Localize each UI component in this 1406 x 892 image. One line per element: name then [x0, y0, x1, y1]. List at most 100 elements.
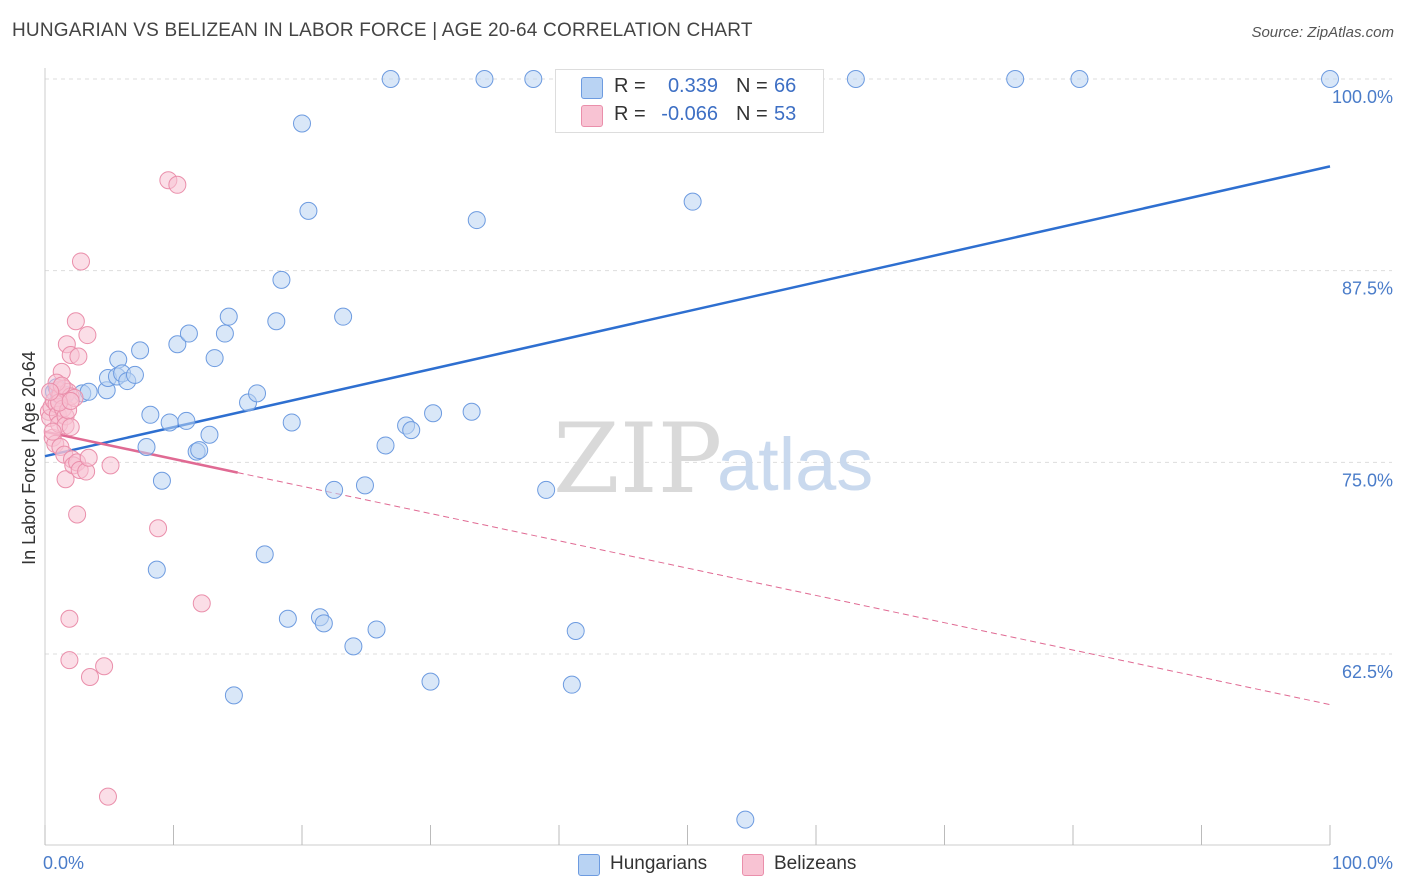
axis-layer: [44, 68, 1331, 846]
data-point-hungarians: [179, 324, 198, 343]
series-legend-label: Hungarians: [610, 853, 708, 874]
data-point-hungarians: [467, 211, 486, 230]
legend-r-label: R =: [614, 75, 646, 97]
series-legend-label: Belizeans: [774, 853, 857, 874]
data-point-belizeans: [60, 651, 79, 670]
data-point-belizeans: [61, 418, 80, 437]
data-point-hungarians: [177, 411, 196, 430]
data-point-hungarians: [381, 70, 400, 88]
chart-title: HUNGARIAN VS BELIZEAN IN LABOR FORCE | A…: [12, 20, 753, 41]
data-point-hungarians: [190, 441, 209, 460]
data-point-hungarians: [205, 349, 224, 368]
series-swatch-pink: [742, 854, 764, 876]
data-point-belizeans: [192, 594, 211, 613]
data-point-hungarians: [325, 480, 344, 499]
data-point-hungarians: [376, 436, 395, 455]
legend-n-label: N =: [736, 103, 768, 125]
data-point-hungarians: [278, 609, 297, 628]
data-point-belizeans: [43, 422, 62, 441]
stats-legend: R = 0.339 N = 66 R = -0.066 N = 53: [555, 69, 824, 133]
data-point-hungarians: [683, 192, 702, 211]
legend-n-label: N =: [736, 75, 768, 97]
data-point-belizeans: [101, 456, 120, 475]
legend-n-value: 66: [774, 75, 797, 97]
data-point-belizeans: [80, 668, 99, 686]
legend-swatch-pink: [581, 105, 603, 127]
data-point-belizeans: [149, 519, 168, 538]
data-point-hungarians: [1006, 70, 1025, 88]
data-point-hungarians: [200, 425, 219, 444]
data-point-belizeans: [168, 175, 187, 194]
y-tick-label: 100.0%: [1332, 87, 1393, 107]
data-point-hungarians: [248, 384, 267, 403]
data-point-hungarians: [334, 307, 353, 326]
y-axis-label: In Labor Force | Age 20-64: [19, 351, 39, 565]
x-tick-label-min: 0.0%: [43, 853, 84, 873]
data-point-hungarians: [355, 476, 374, 495]
data-point-hungarians: [566, 622, 585, 640]
data-point-belizeans: [61, 392, 80, 410]
data-point-belizeans: [78, 326, 97, 345]
data-point-hungarians: [255, 545, 274, 564]
data-point-hungarians: [424, 404, 443, 423]
y-tick-label: 62.5%: [1342, 662, 1393, 682]
data-point-hungarians: [736, 810, 755, 829]
data-point-belizeans: [68, 505, 87, 524]
data-point-hungarians: [367, 620, 386, 639]
data-point-hungarians: [421, 672, 440, 691]
data-point-belizeans: [79, 448, 98, 467]
y-tick-labels: 62.5% 75.0% 87.5% 100.0%: [1332, 87, 1393, 682]
trend-line-extrapolated-belizeans: [237, 472, 1331, 706]
watermark: ZIP atlas: [553, 403, 873, 515]
watermark-zip: ZIP: [553, 403, 722, 515]
data-point-hungarians: [224, 686, 243, 705]
source-credit: Source: ZipAtlas.com: [1251, 24, 1394, 41]
y-tick-label: 75.0%: [1342, 470, 1393, 490]
data-point-hungarians: [402, 421, 421, 440]
legend-r-label: R =: [614, 103, 646, 125]
data-point-hungarians: [137, 438, 156, 456]
series-swatch-blue: [578, 854, 600, 876]
data-point-hungarians: [168, 335, 187, 354]
data-point-hungarians: [147, 560, 166, 579]
legend-swatch-blue: [581, 77, 603, 99]
x-tick-label-max: 100.0%: [1332, 853, 1393, 873]
y-tick-label: 87.5%: [1342, 279, 1393, 299]
data-point-hungarians: [219, 307, 238, 326]
trend-line-hungarians: [44, 165, 1331, 458]
data-point-hungarians: [537, 480, 556, 499]
data-point-hungarians: [152, 471, 171, 490]
data-point-hungarians: [215, 324, 234, 343]
data-point-hungarians: [462, 402, 481, 421]
data-point-hungarians: [314, 614, 333, 633]
data-point-hungarians: [562, 675, 581, 694]
data-point-belizeans: [66, 312, 85, 331]
grid-layer: [45, 78, 1392, 655]
data-point-hungarians: [160, 413, 179, 432]
data-point-hungarians: [1321, 70, 1339, 88]
data-point-hungarians: [293, 114, 311, 133]
data-point-belizeans: [95, 657, 114, 676]
data-point-belizeans: [60, 609, 79, 628]
series-legend: Hungarians Belizeans: [0, 852, 1406, 878]
data-point-belizeans: [98, 787, 117, 806]
legend-r-value: 0.339: [667, 75, 718, 97]
data-point-hungarians: [344, 637, 363, 656]
data-point-hungarians: [1070, 70, 1089, 88]
legend-r-value: -0.066: [661, 103, 718, 125]
data-point-hungarians: [131, 341, 150, 360]
data-point-hungarians: [846, 70, 865, 88]
data-point-hungarians: [524, 70, 543, 88]
data-point-belizeans: [41, 382, 60, 401]
legend-n-value: 53: [774, 103, 797, 125]
data-point-belizeans: [71, 252, 90, 271]
legend-row-hungarians: R = 0.339 N = 66: [556, 73, 823, 101]
data-point-hungarians: [125, 365, 144, 384]
watermark-atlas: atlas: [717, 423, 873, 506]
data-point-hungarians: [282, 413, 301, 432]
data-point-hungarians: [272, 270, 291, 289]
data-point-belizeans: [69, 347, 88, 366]
legend-row-belizeans: R = -0.066 N = 53: [556, 101, 823, 129]
data-point-hungarians: [475, 70, 494, 88]
